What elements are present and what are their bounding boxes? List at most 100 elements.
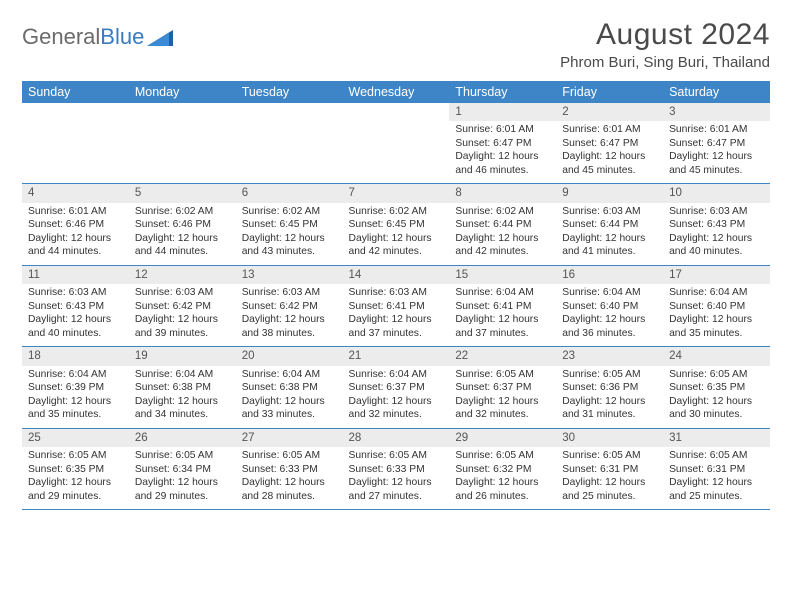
day-detail: Sunrise: 6:03 AMSunset: 6:41 PMDaylight:… <box>343 284 450 347</box>
day-number: 15 <box>449 265 556 284</box>
day-number: 8 <box>449 184 556 203</box>
day-number: 2 <box>556 103 663 121</box>
day-number: 7 <box>343 184 450 203</box>
day-number: 10 <box>663 184 770 203</box>
sun-info-line: Sunrise: 6:04 AM <box>562 286 657 300</box>
day-detail: Sunrise: 6:04 AMSunset: 6:38 PMDaylight:… <box>129 366 236 429</box>
sun-info-line: Sunset: 6:43 PM <box>28 300 123 314</box>
sun-info-line: Sunrise: 6:04 AM <box>242 368 337 382</box>
day-detail: Sunrise: 6:05 AMSunset: 6:34 PMDaylight:… <box>129 447 236 510</box>
sun-info-line: Daylight: 12 hours and 25 minutes. <box>562 476 657 503</box>
day-number-row: 25262728293031 <box>22 428 770 447</box>
sun-info-line: Sunset: 6:44 PM <box>562 218 657 232</box>
weekday-header: Tuesday <box>236 81 343 103</box>
day-number: 3 <box>663 103 770 121</box>
day-number: 29 <box>449 428 556 447</box>
sun-info-line: Sunrise: 6:05 AM <box>455 449 550 463</box>
sun-info-line: Daylight: 12 hours and 35 minutes. <box>669 313 764 340</box>
day-detail: Sunrise: 6:05 AMSunset: 6:35 PMDaylight:… <box>663 366 770 429</box>
sun-info-line: Daylight: 12 hours and 44 minutes. <box>28 232 123 259</box>
day-number: 24 <box>663 347 770 366</box>
day-detail <box>129 121 236 184</box>
sun-info-line: Sunset: 6:35 PM <box>28 463 123 477</box>
day-detail: Sunrise: 6:03 AMSunset: 6:43 PMDaylight:… <box>22 284 129 347</box>
sun-info-line: Daylight: 12 hours and 41 minutes. <box>562 232 657 259</box>
sun-info-line: Sunrise: 6:05 AM <box>562 449 657 463</box>
sun-info-line: Sunset: 6:43 PM <box>669 218 764 232</box>
sun-info-line: Daylight: 12 hours and 26 minutes. <box>455 476 550 503</box>
weekday-header-row: Sunday Monday Tuesday Wednesday Thursday… <box>22 81 770 103</box>
sun-info-line: Sunset: 6:37 PM <box>349 381 444 395</box>
day-number: 19 <box>129 347 236 366</box>
sun-info-line: Daylight: 12 hours and 27 minutes. <box>349 476 444 503</box>
sun-info-line: Daylight: 12 hours and 29 minutes. <box>135 476 230 503</box>
sun-info-line: Sunrise: 6:01 AM <box>455 123 550 137</box>
sun-info-line: Daylight: 12 hours and 34 minutes. <box>135 395 230 422</box>
sun-info-line: Sunset: 6:46 PM <box>135 218 230 232</box>
sun-info-line: Daylight: 12 hours and 40 minutes. <box>28 313 123 340</box>
day-detail: Sunrise: 6:03 AMSunset: 6:42 PMDaylight:… <box>236 284 343 347</box>
sun-info-line: Sunrise: 6:05 AM <box>28 449 123 463</box>
sun-info-line: Sunset: 6:47 PM <box>455 137 550 151</box>
sun-info-line: Sunset: 6:47 PM <box>562 137 657 151</box>
day-number: 16 <box>556 265 663 284</box>
sun-info-line: Daylight: 12 hours and 29 minutes. <box>28 476 123 503</box>
day-number: 11 <box>22 265 129 284</box>
day-number: 13 <box>236 265 343 284</box>
sun-info-line: Sunset: 6:41 PM <box>349 300 444 314</box>
day-number: 5 <box>129 184 236 203</box>
sun-info-line: Sunrise: 6:05 AM <box>135 449 230 463</box>
day-number <box>129 103 236 121</box>
sun-info-line: Sunrise: 6:03 AM <box>669 205 764 219</box>
sun-info-line: Daylight: 12 hours and 31 minutes. <box>562 395 657 422</box>
day-detail: Sunrise: 6:02 AMSunset: 6:45 PMDaylight:… <box>236 203 343 266</box>
weekday-header: Saturday <box>663 81 770 103</box>
sun-info-line: Sunset: 6:39 PM <box>28 381 123 395</box>
sun-info-line: Sunrise: 6:04 AM <box>28 368 123 382</box>
day-detail: Sunrise: 6:02 AMSunset: 6:46 PMDaylight:… <box>129 203 236 266</box>
sun-info-line: Sunset: 6:45 PM <box>242 218 337 232</box>
location-subtitle: Phrom Buri, Sing Buri, Thailand <box>560 54 770 71</box>
day-detail: Sunrise: 6:05 AMSunset: 6:32 PMDaylight:… <box>449 447 556 510</box>
sun-info-line: Daylight: 12 hours and 43 minutes. <box>242 232 337 259</box>
day-number: 20 <box>236 347 343 366</box>
sun-info-line: Sunset: 6:41 PM <box>455 300 550 314</box>
sun-info-line: Daylight: 12 hours and 33 minutes. <box>242 395 337 422</box>
sun-info-line: Sunset: 6:35 PM <box>669 381 764 395</box>
day-detail-row: Sunrise: 6:01 AMSunset: 6:47 PMDaylight:… <box>22 121 770 184</box>
weekday-header: Thursday <box>449 81 556 103</box>
sun-info-line: Sunrise: 6:01 AM <box>562 123 657 137</box>
day-detail: Sunrise: 6:05 AMSunset: 6:36 PMDaylight:… <box>556 366 663 429</box>
sun-info-line: Sunset: 6:31 PM <box>562 463 657 477</box>
sun-info-line: Sunset: 6:33 PM <box>349 463 444 477</box>
sun-info-line: Sunrise: 6:03 AM <box>242 286 337 300</box>
brand-logo: GeneralBlue <box>22 18 173 50</box>
day-number <box>236 103 343 121</box>
day-number-row: 11121314151617 <box>22 265 770 284</box>
day-number: 6 <box>236 184 343 203</box>
day-detail: Sunrise: 6:05 AMSunset: 6:35 PMDaylight:… <box>22 447 129 510</box>
sun-info-line: Daylight: 12 hours and 32 minutes. <box>455 395 550 422</box>
month-title: August 2024 <box>560 18 770 52</box>
day-detail: Sunrise: 6:04 AMSunset: 6:40 PMDaylight:… <box>663 284 770 347</box>
day-detail: Sunrise: 6:05 AMSunset: 6:31 PMDaylight:… <box>556 447 663 510</box>
day-number: 12 <box>129 265 236 284</box>
day-number: 31 <box>663 428 770 447</box>
sun-info-line: Sunset: 6:34 PM <box>135 463 230 477</box>
weekday-header: Wednesday <box>343 81 450 103</box>
day-number-row: 18192021222324 <box>22 347 770 366</box>
day-detail: Sunrise: 6:04 AMSunset: 6:37 PMDaylight:… <box>343 366 450 429</box>
sun-info-line: Sunset: 6:40 PM <box>562 300 657 314</box>
brand-part1: General <box>22 24 100 50</box>
sun-info-line: Daylight: 12 hours and 37 minutes. <box>455 313 550 340</box>
day-detail: Sunrise: 6:02 AMSunset: 6:45 PMDaylight:… <box>343 203 450 266</box>
sun-info-line: Daylight: 12 hours and 37 minutes. <box>349 313 444 340</box>
brand-part2: Blue <box>100 24 144 50</box>
day-detail: Sunrise: 6:04 AMSunset: 6:40 PMDaylight:… <box>556 284 663 347</box>
sun-info-line: Sunset: 6:42 PM <box>135 300 230 314</box>
sun-info-line: Daylight: 12 hours and 44 minutes. <box>135 232 230 259</box>
day-detail-row: Sunrise: 6:05 AMSunset: 6:35 PMDaylight:… <box>22 447 770 510</box>
header: GeneralBlue August 2024 Phrom Buri, Sing… <box>22 18 770 71</box>
sun-info-line: Sunrise: 6:01 AM <box>669 123 764 137</box>
day-detail: Sunrise: 6:01 AMSunset: 6:46 PMDaylight:… <box>22 203 129 266</box>
